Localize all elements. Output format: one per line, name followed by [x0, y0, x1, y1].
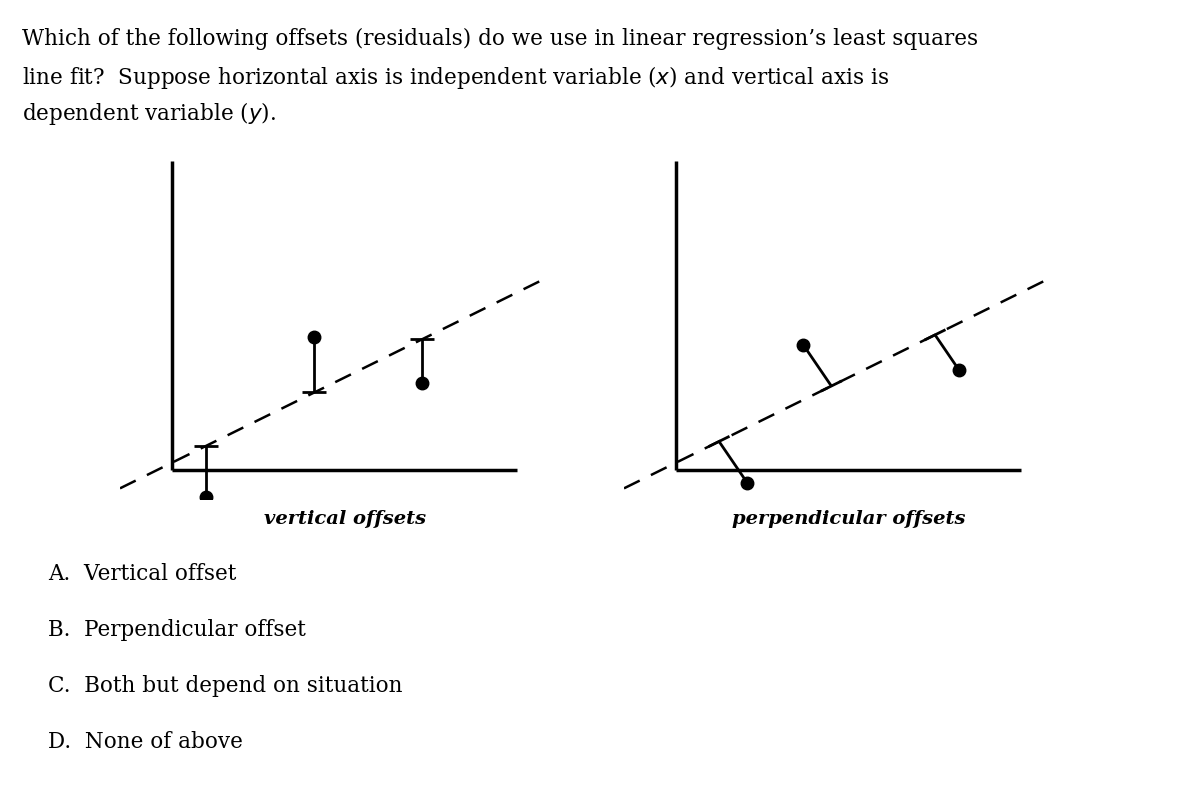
Text: Which of the following offsets (residuals) do we use in linear regression’s leas: Which of the following offsets (residual… [22, 28, 978, 50]
Text: D.  None of above: D. None of above [48, 731, 242, 753]
Text: line fit?  Suppose horizontal axis is independent variable ($x$) and vertical ax: line fit? Suppose horizontal axis is ind… [22, 64, 889, 91]
Text: vertical offsets: vertical offsets [264, 511, 426, 528]
Text: C.  Both but depend on situation: C. Both but depend on situation [48, 675, 402, 698]
Text: perpendicular offsets: perpendicular offsets [732, 511, 965, 528]
Text: dependent variable ($y$).: dependent variable ($y$). [22, 100, 276, 127]
Text: B.  Perpendicular offset: B. Perpendicular offset [48, 619, 306, 642]
Text: A.  Vertical offset: A. Vertical offset [48, 563, 236, 586]
